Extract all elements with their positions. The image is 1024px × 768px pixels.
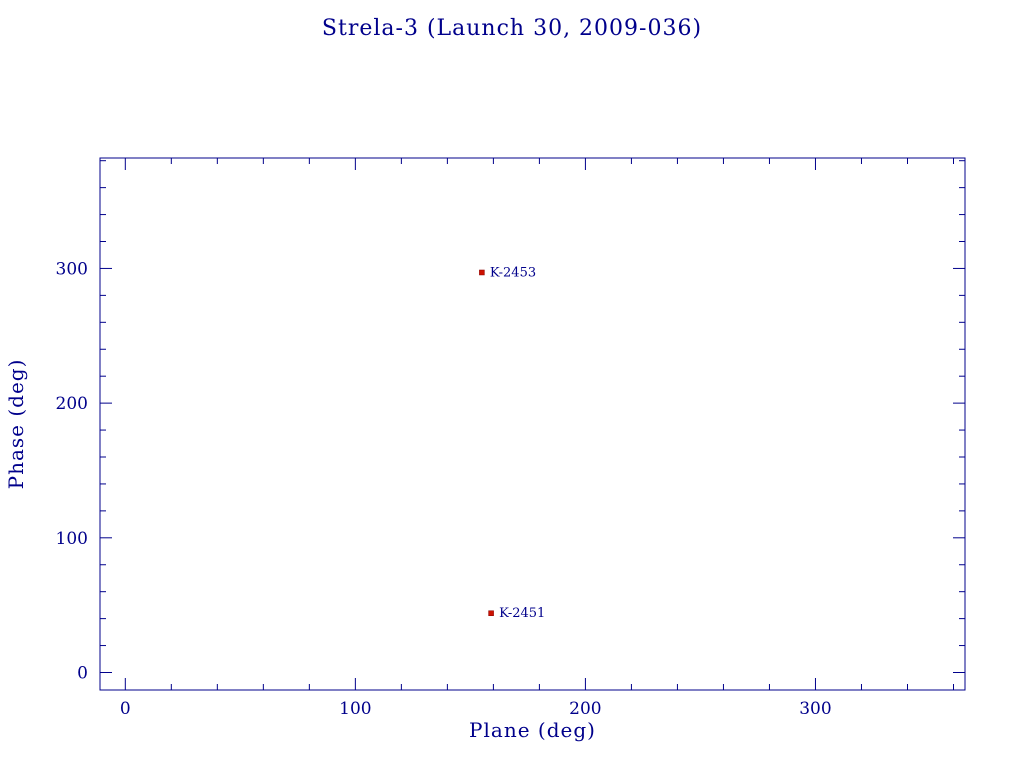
data-point xyxy=(479,269,485,276)
data-point xyxy=(488,610,494,616)
chart-title: Strela-3 (Launch 30, 2009-036) xyxy=(321,16,703,41)
y-tick-label: 300 xyxy=(56,259,88,279)
x-tick-label: 0 xyxy=(120,699,131,719)
x-tick-label: 300 xyxy=(799,699,831,719)
y-tick-label: 200 xyxy=(56,394,88,414)
x-tick-label: 100 xyxy=(339,699,371,719)
point-label: K-2453 xyxy=(490,265,536,280)
x-axis-label: Plane (deg) xyxy=(469,718,596,742)
point-label: K-2451 xyxy=(499,606,545,621)
y-tick-label: 100 xyxy=(56,529,88,549)
plot-frame xyxy=(99,157,966,691)
y-tick-label: 0 xyxy=(77,663,88,683)
x-tick-label: 200 xyxy=(569,699,601,719)
